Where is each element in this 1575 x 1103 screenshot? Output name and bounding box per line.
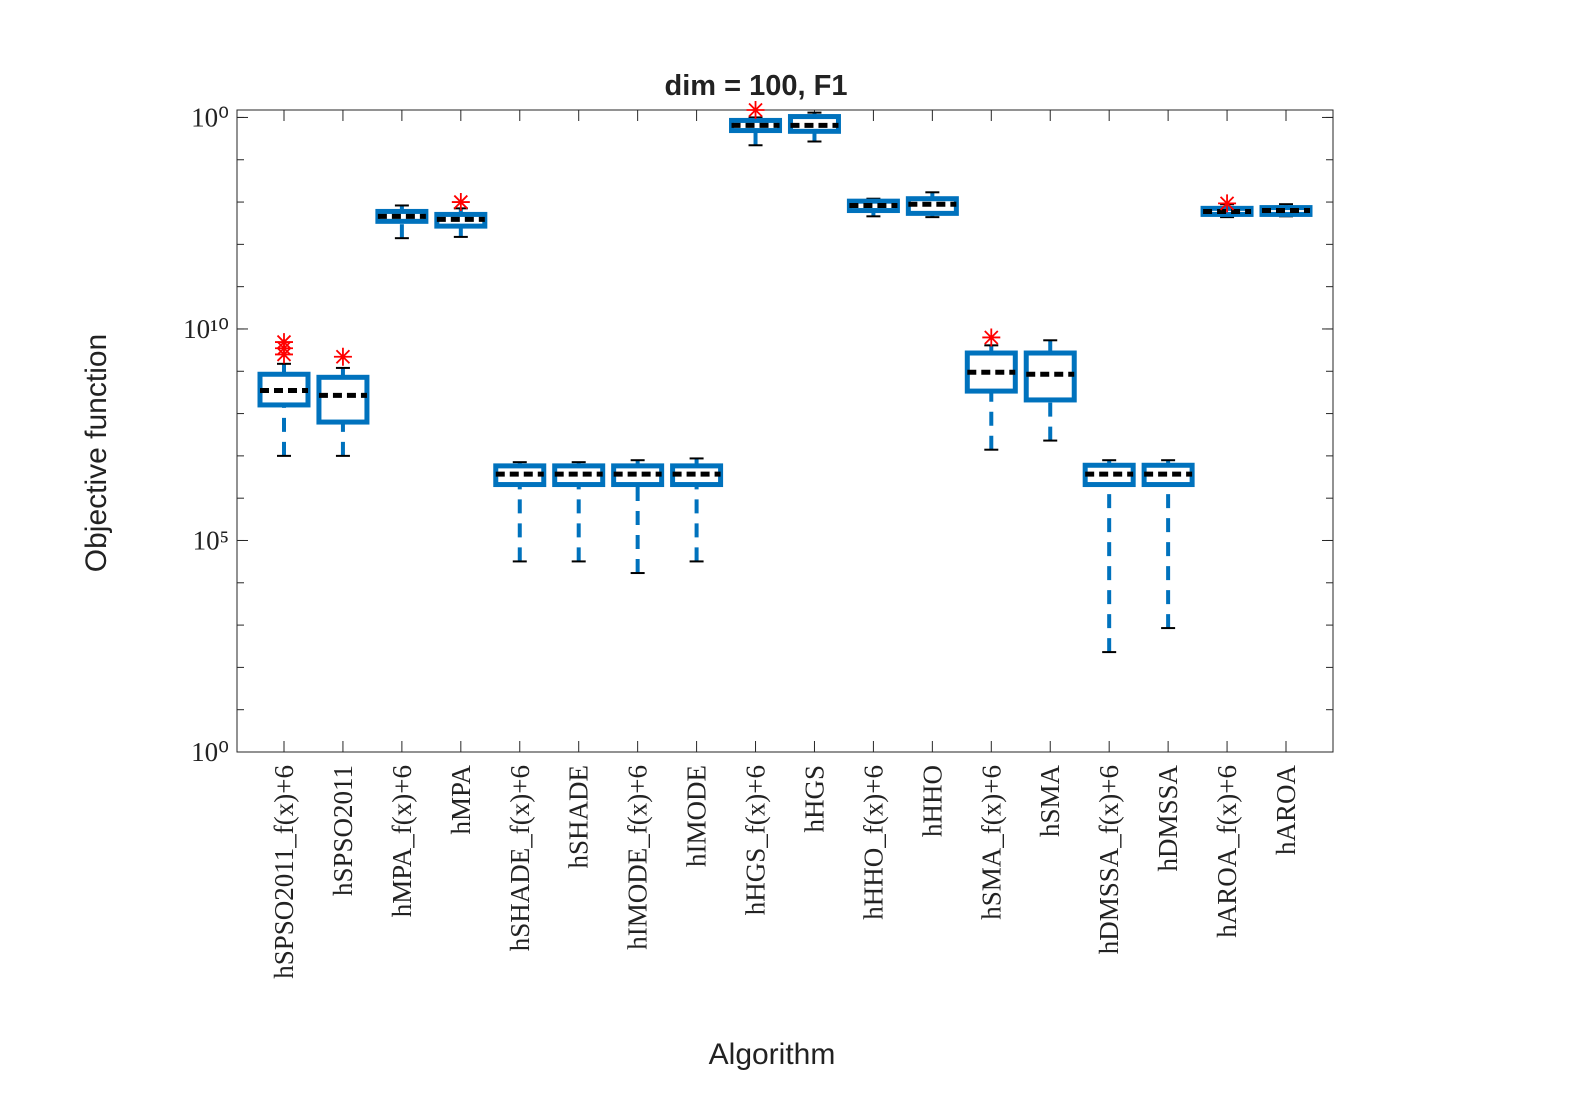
- y-tick-label: 10⁰: [191, 737, 229, 767]
- x-tick-label: hDMSSA_f(x)+6: [1094, 765, 1124, 954]
- chart-title: dim = 100, F1: [665, 70, 848, 102]
- x-tick-label: hSPSO2011: [328, 765, 358, 896]
- outlier: [746, 101, 765, 119]
- x-tick-label: hAROA_f(x)+6: [1212, 765, 1242, 938]
- x-tick-label: hHHO_f(x)+6: [858, 765, 888, 920]
- x-tick-label: hIMODE_f(x)+6: [623, 765, 653, 950]
- y-tick-label: 10⁰: [191, 102, 229, 132]
- x-tick-label: hAROA: [1271, 765, 1301, 856]
- x-tick-label: hHGS_f(x)+6: [741, 765, 771, 915]
- x-tick-label: hSHADE: [564, 765, 594, 869]
- outlier: [1218, 194, 1237, 213]
- x-axis-label: Algorithm: [709, 1038, 836, 1071]
- x-tick-label: hMPA_f(x)+6: [387, 765, 417, 917]
- x-tick-label: hHGS: [799, 765, 829, 833]
- x-tick-label: hSMA: [1035, 765, 1065, 838]
- outlier: [275, 345, 293, 364]
- outlier: [451, 193, 470, 212]
- x-tick-label: hSMA_f(x)+6: [976, 765, 1006, 920]
- y-axis-label: Objective function: [80, 334, 113, 572]
- outlier: [982, 328, 1001, 347]
- x-tick-label: hHHO: [917, 765, 947, 837]
- y-tick-label: 10⁵: [193, 525, 229, 555]
- x-tick-label: hIMODE: [682, 765, 712, 867]
- x-tick-label: hMPA: [446, 765, 476, 835]
- outlier: [333, 347, 352, 366]
- x-tick-label: hDMSSA: [1153, 765, 1183, 872]
- x-tick-label: hSHADE_f(x)+6: [505, 765, 535, 951]
- x-tick-label: hSPSO2011_f(x)+6: [269, 765, 299, 979]
- box: [316, 374, 370, 425]
- y-tick-label: 10¹⁰: [183, 314, 229, 344]
